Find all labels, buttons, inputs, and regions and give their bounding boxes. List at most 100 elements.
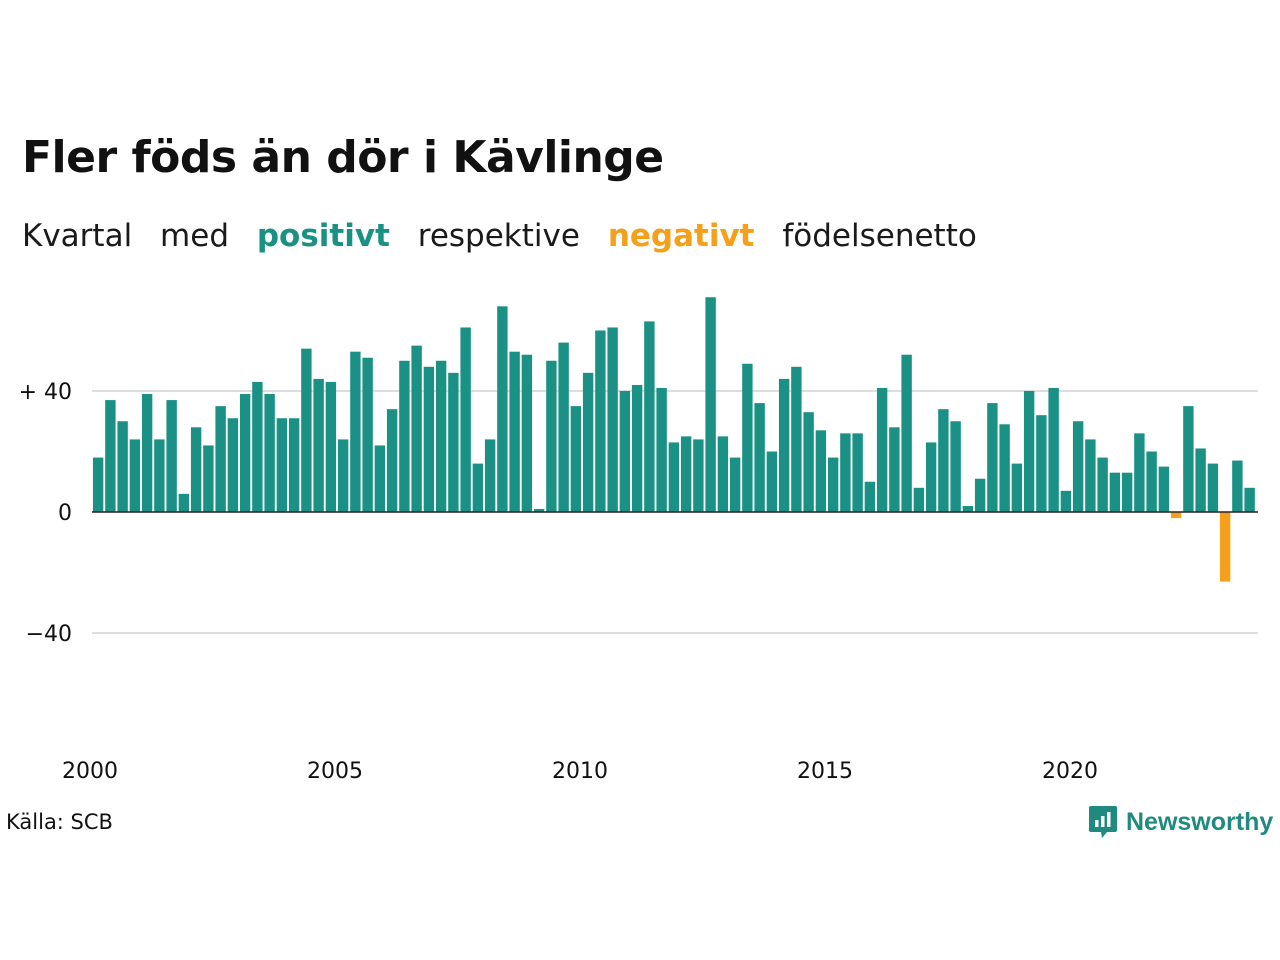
bar-2000Q3: 2000Q3: 30 (117, 421, 128, 512)
bar-2022Q2: 2022Q2: 35 (1183, 406, 1194, 512)
bar-2009Q2: 2009Q2: 50 (546, 360, 557, 512)
bar-2013Q1: 2013Q1: 18 (729, 457, 741, 512)
bar-2015Q1: 2015Q1: 18 (827, 457, 839, 512)
bar-2009Q3: 2009Q3: 56 (558, 342, 569, 512)
bar-2004Q1: 2004Q1: 31 (288, 418, 300, 512)
x-tick-label: 2020 (1042, 759, 1098, 784)
x-tick-label: 2010 (552, 759, 608, 784)
subtitle-word-kvartal: Kvartal (22, 218, 133, 254)
bar-2005Q3: 2005Q3: 51 (362, 357, 373, 512)
bar-2019Q3: 2019Q3: 41 (1048, 387, 1059, 512)
bar-2014Q3: 2014Q3: 33 (803, 412, 814, 512)
subtitle-negative-label: negativt (607, 218, 755, 254)
bar-2002Q1: 2002Q1: 28 (190, 427, 202, 512)
bar-2012Q1: 2012Q1: 25 (680, 436, 692, 512)
bar-2003Q4: 2003Q4: 31 (276, 418, 288, 512)
bar-2004Q4: 2004Q4: 43 (325, 381, 337, 512)
bar-2003Q3: 2003Q3: 39 (264, 394, 275, 512)
bar-2019Q1: 2019Q1: 40 (1023, 391, 1035, 512)
bar-2014Q2: 2014Q2: 48 (791, 366, 802, 512)
bar-2019Q4: 2019Q4: 7 (1060, 490, 1072, 512)
bar-2010Q1: 2010Q1: 46 (582, 372, 594, 512)
bar-2023Q3: 2023Q3: 8 (1244, 487, 1255, 512)
y-tick-label: −40 (26, 622, 72, 647)
bar-2021Q2: 2021Q2: 26 (1134, 433, 1145, 512)
bar-2016Q4: 2016Q4: 8 (913, 487, 925, 512)
bar-2007Q4: 2007Q4: 16 (472, 463, 484, 512)
bar-2001Q4: 2001Q4: 6 (178, 493, 190, 512)
bar-2023Q2: 2023Q2: 17 (1232, 460, 1243, 512)
source-note: Källa: SCB (6, 810, 113, 834)
bar-2003Q2: 2003Q2: 43 (252, 381, 263, 512)
bar-2011Q3: 2011Q3: 41 (656, 387, 667, 512)
bar-2013Q3: 2013Q3: 36 (754, 403, 765, 512)
newsworthy-logo[interactable]: Newsworthy (1088, 804, 1273, 840)
bar-2016Q1: 2016Q1: 41 (876, 387, 888, 512)
bar-2008Q4: 2008Q4: 52 (521, 354, 533, 512)
bar-2008Q1: 2008Q1: 24 (484, 439, 496, 512)
subtitle-word-fodelsenetto: födelsenetto (782, 218, 977, 254)
subtitle-word-respektive: respektive (417, 218, 580, 254)
bar-2012Q4: 2012Q4: 25 (717, 436, 729, 512)
bar-2016Q3: 2016Q3: 52 (901, 354, 912, 512)
bar-2019Q2: 2019Q2: 32 (1036, 415, 1047, 512)
bar-2009Q1: 2009Q1: 1 (533, 508, 545, 512)
bar-2021Q3: 2021Q3: 20 (1146, 451, 1157, 512)
bar-2005Q1: 2005Q1: 24 (337, 439, 349, 512)
newsworthy-logo-text: Newsworthy (1126, 807, 1274, 836)
bar-2013Q2: 2013Q2: 49 (742, 363, 753, 512)
bar-2006Q4: 2006Q4: 48 (423, 366, 435, 512)
bar-2021Q4: 2021Q4: 15 (1158, 466, 1170, 512)
bar-2011Q1: 2011Q1: 42 (631, 384, 643, 512)
bar-2005Q2: 2005Q2: 53 (350, 351, 361, 512)
bar-2012Q2: 2012Q2: 24 (693, 439, 704, 512)
bar-2006Q2: 2006Q2: 50 (399, 360, 410, 512)
bar-2011Q2: 2011Q2: 63 (644, 321, 655, 512)
bar-2009Q4: 2009Q4: 35 (570, 406, 582, 512)
bar-2006Q3: 2006Q3: 55 (411, 345, 422, 512)
chart-title: Fler föds än dör i Kävlinge (22, 132, 664, 183)
bar-2017Q1: 2017Q1: 23 (925, 442, 937, 512)
bar-2023Q1: 2023Q1: -23 (1219, 512, 1231, 582)
subtitle-word-med: med (160, 218, 229, 254)
bar-2018Q4: 2018Q4: 16 (1011, 463, 1023, 512)
y-axis-labels: + 40 0 −40 (19, 380, 72, 647)
bar-2021Q1: 2021Q1: 13 (1121, 472, 1133, 512)
bar-2015Q4: 2015Q4: 10 (864, 481, 876, 512)
bar-2020Q1: 2020Q1: 30 (1072, 421, 1084, 512)
newsworthy-logo-icon (1089, 806, 1117, 838)
bar-2014Q4: 2014Q4: 27 (815, 430, 827, 512)
bar-2017Q4: 2017Q4: 2 (962, 505, 974, 512)
bar-2022Q1: 2022Q1: -2 (1170, 512, 1182, 519)
bar-2003Q1: 2003Q1: 39 (239, 394, 251, 512)
bar-2015Q2: 2015Q2: 26 (840, 433, 851, 512)
bar-2007Q3: 2007Q3: 61 (460, 327, 471, 512)
bar-2004Q2: 2004Q2: 54 (301, 348, 312, 512)
bar-2010Q4: 2010Q4: 40 (619, 391, 631, 512)
bar-2002Q2: 2002Q2: 22 (203, 445, 214, 512)
bar-2010Q2: 2010Q2: 60 (595, 330, 606, 512)
bar-2016Q2: 2016Q2: 28 (889, 427, 900, 512)
bar-2014Q1: 2014Q1: 44 (778, 378, 790, 512)
x-tick-label: 2005 (307, 759, 363, 784)
chart-subtitle: Kvartal med positivt respektive negativt… (22, 218, 995, 254)
bar-2022Q4: 2022Q4: 16 (1207, 463, 1219, 512)
bar-2018Q1: 2018Q1: 11 (974, 478, 986, 512)
bar-2006Q1: 2006Q1: 34 (386, 409, 398, 512)
x-tick-label: 2015 (797, 759, 853, 784)
bar-2022Q3: 2022Q3: 21 (1195, 448, 1206, 512)
bar-2008Q3: 2008Q3: 53 (509, 351, 520, 512)
bar-2020Q2: 2020Q2: 24 (1085, 439, 1096, 512)
y-tick-label: + 40 (19, 380, 72, 405)
bar-chart: 2000Q1: 182000Q2: 372000Q3: 302000Q4: 24… (19, 297, 1258, 784)
x-axis-labels: 2000 2005 2010 2015 2020 (62, 759, 1098, 784)
bar-2007Q1: 2007Q1: 50 (435, 360, 447, 512)
subtitle-positive-label: positivt (256, 218, 390, 254)
bar-2000Q4: 2000Q4: 24 (129, 439, 141, 512)
bar-2017Q3: 2017Q3: 30 (950, 421, 961, 512)
bar-2010Q3: 2010Q3: 61 (607, 327, 618, 512)
bar-2000Q1: 2000Q1: 18 (92, 457, 104, 512)
bar-2017Q2: 2017Q2: 34 (938, 409, 949, 512)
bar-2020Q4: 2020Q4: 13 (1109, 472, 1121, 512)
bar-2005Q4: 2005Q4: 22 (374, 445, 386, 512)
